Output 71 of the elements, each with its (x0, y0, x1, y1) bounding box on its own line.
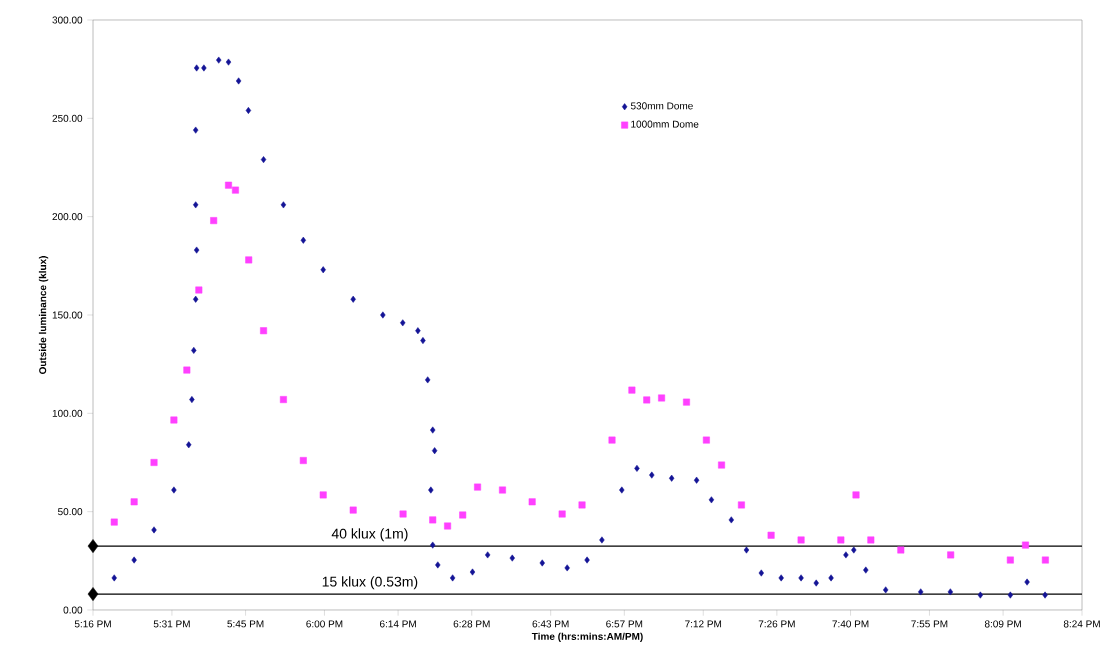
x-tick-label: 8:09 PM (984, 620, 1021, 628)
x-tick-label: 5:16 PM (74, 620, 111, 628)
point (245, 256, 253, 264)
x-tick-label: 6:28 PM (453, 620, 490, 628)
point (474, 483, 482, 491)
x-tick-label: 8:24 PM (1063, 620, 1100, 628)
legend-label: 530mm Dome (630, 102, 693, 110)
point (399, 510, 407, 518)
point (110, 518, 118, 526)
ref-line-label: 15 klux (0.53m) (322, 576, 418, 590)
point (658, 394, 666, 402)
ref-line-label: 40 klux (1m) (331, 528, 408, 542)
point (1006, 556, 1014, 564)
point (947, 551, 955, 559)
y-tick-label: 150.00 (52, 311, 83, 319)
x-tick-label: 6:43 PM (532, 620, 569, 628)
point (299, 457, 307, 464)
point (767, 531, 775, 539)
y-tick-label: 250.00 (52, 114, 83, 122)
point (150, 459, 158, 466)
point (499, 486, 506, 494)
point (444, 522, 452, 530)
point (225, 181, 232, 189)
point (195, 286, 203, 294)
point (578, 501, 586, 509)
point (837, 536, 845, 544)
point (183, 366, 191, 374)
point (608, 436, 616, 444)
point (231, 186, 239, 194)
x-tick-label: 5:45 PM (227, 620, 264, 628)
x-tick-label: 7:12 PM (685, 620, 722, 628)
y-tick-label: 200.00 (52, 213, 83, 221)
point (683, 398, 690, 406)
point (210, 217, 218, 225)
x-tick-label: 5:31 PM (153, 620, 190, 628)
point (558, 510, 566, 518)
point (170, 416, 178, 424)
point (643, 396, 651, 404)
point (852, 491, 860, 499)
legend-label: 1000mm Dome (631, 120, 699, 128)
y-tick-label: 0.00 (63, 606, 83, 614)
point (429, 516, 437, 524)
point (87, 587, 99, 601)
x-tick-label: 6:14 PM (379, 620, 416, 628)
x-axis-title: Time (hrs:mins:AM/PM) (531, 632, 643, 642)
y-tick-label: 300.00 (52, 16, 83, 24)
point (130, 498, 138, 506)
point (628, 386, 636, 394)
y-tick-label: 50.00 (57, 508, 83, 516)
point (718, 461, 726, 469)
point (349, 506, 357, 514)
point (528, 498, 536, 506)
x-tick-label: 7:26 PM (758, 620, 795, 628)
x-tick-label: 6:00 PM (306, 620, 343, 628)
y-axis-title: Outside luminance (klux) (38, 256, 49, 375)
point (702, 436, 710, 444)
x-tick-label: 7:55 PM (911, 620, 948, 628)
point (737, 501, 745, 509)
point (279, 396, 287, 404)
y-tick-label: 100.00 (52, 409, 83, 417)
point (1022, 541, 1029, 549)
point (260, 327, 268, 335)
x-tick-label: 6:57 PM (606, 620, 643, 628)
point (797, 536, 805, 544)
x-tick-label: 7:40 PM (832, 620, 869, 628)
point (319, 491, 327, 499)
point (897, 546, 905, 554)
point (867, 536, 875, 544)
point (1041, 556, 1049, 564)
point (87, 539, 99, 553)
point (459, 511, 467, 519)
